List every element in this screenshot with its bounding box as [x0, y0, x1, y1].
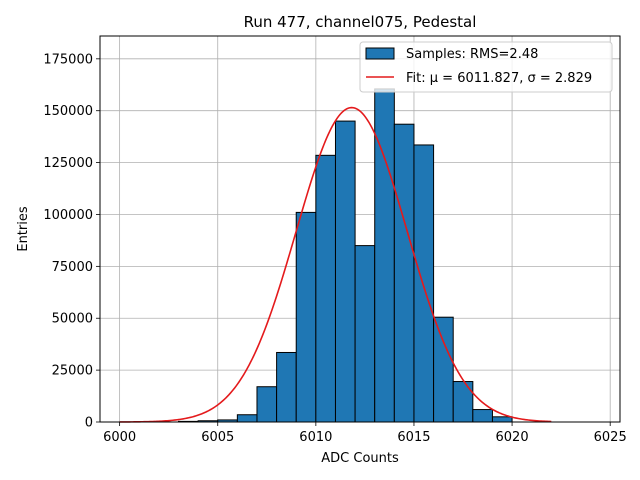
histogram-bar — [452, 381, 474, 423]
histogram-bar — [315, 154, 336, 423]
legend-samples-swatch — [365, 47, 395, 60]
histogram-bar — [393, 123, 415, 423]
x-tick-label: 6010 — [299, 430, 332, 445]
legend-fit-sep: , — [519, 71, 527, 86]
histogram-bar — [276, 351, 297, 423]
y-tick-label: 0 — [85, 416, 93, 431]
y-axis-label: Entries — [16, 206, 31, 252]
x-axis-label: ADC Counts — [321, 451, 399, 466]
legend: Samples: RMS=2.48 Fit: μ = 6011.827, σ =… — [359, 41, 613, 93]
fit-curve-layer — [119, 106, 552, 423]
axis-ticks: 6000 6005 6010 6015 6020 6025 0 25000 50000 75000… — [43, 52, 626, 445]
y-tick-label: 150000 — [43, 104, 93, 119]
histogram-bar — [472, 409, 493, 423]
plot-frame — [99, 35, 621, 423]
chart-title: Run 477, channel075, Pedestal — [244, 13, 477, 31]
legend-box — [359, 41, 613, 93]
histogram-bar — [433, 316, 454, 423]
histogram-bar — [256, 386, 278, 423]
histogram-bar — [413, 144, 435, 423]
x-tick-label: 6000 — [103, 430, 136, 445]
x-tick-label: 6020 — [496, 430, 529, 445]
histogram-bar — [491, 416, 513, 423]
histogram-bar — [236, 414, 258, 423]
y-tick-label: 50000 — [52, 312, 93, 327]
histogram-bar — [354, 245, 376, 423]
x-tick-label: 6015 — [397, 430, 430, 445]
y-tick-label: 100000 — [43, 208, 93, 223]
y-tick-label: 25000 — [52, 364, 93, 379]
legend-fit-sigma: σ = 2.829 — [528, 71, 593, 86]
legend-fit-label: Fit: μ = 6011.827, σ = 2.829 — [406, 71, 592, 86]
histogram-bars — [177, 88, 513, 423]
y-tick-label: 75000 — [52, 260, 93, 275]
x-tick-label: 6025 — [594, 430, 627, 445]
x-tick-label: 6005 — [201, 430, 234, 445]
histogram-bar — [295, 211, 317, 423]
legend-fit-prefix: Fit: — [406, 71, 430, 86]
gaussian-fit-curve — [119, 106, 552, 423]
legend-samples-label: Samples: RMS=2.48 — [406, 47, 538, 62]
legend-fit-mu: μ = 6011.827 — [430, 71, 519, 86]
histogram-bar — [334, 120, 356, 423]
y-tick-label: 175000 — [43, 52, 93, 67]
y-tick-label: 125000 — [43, 156, 93, 171]
